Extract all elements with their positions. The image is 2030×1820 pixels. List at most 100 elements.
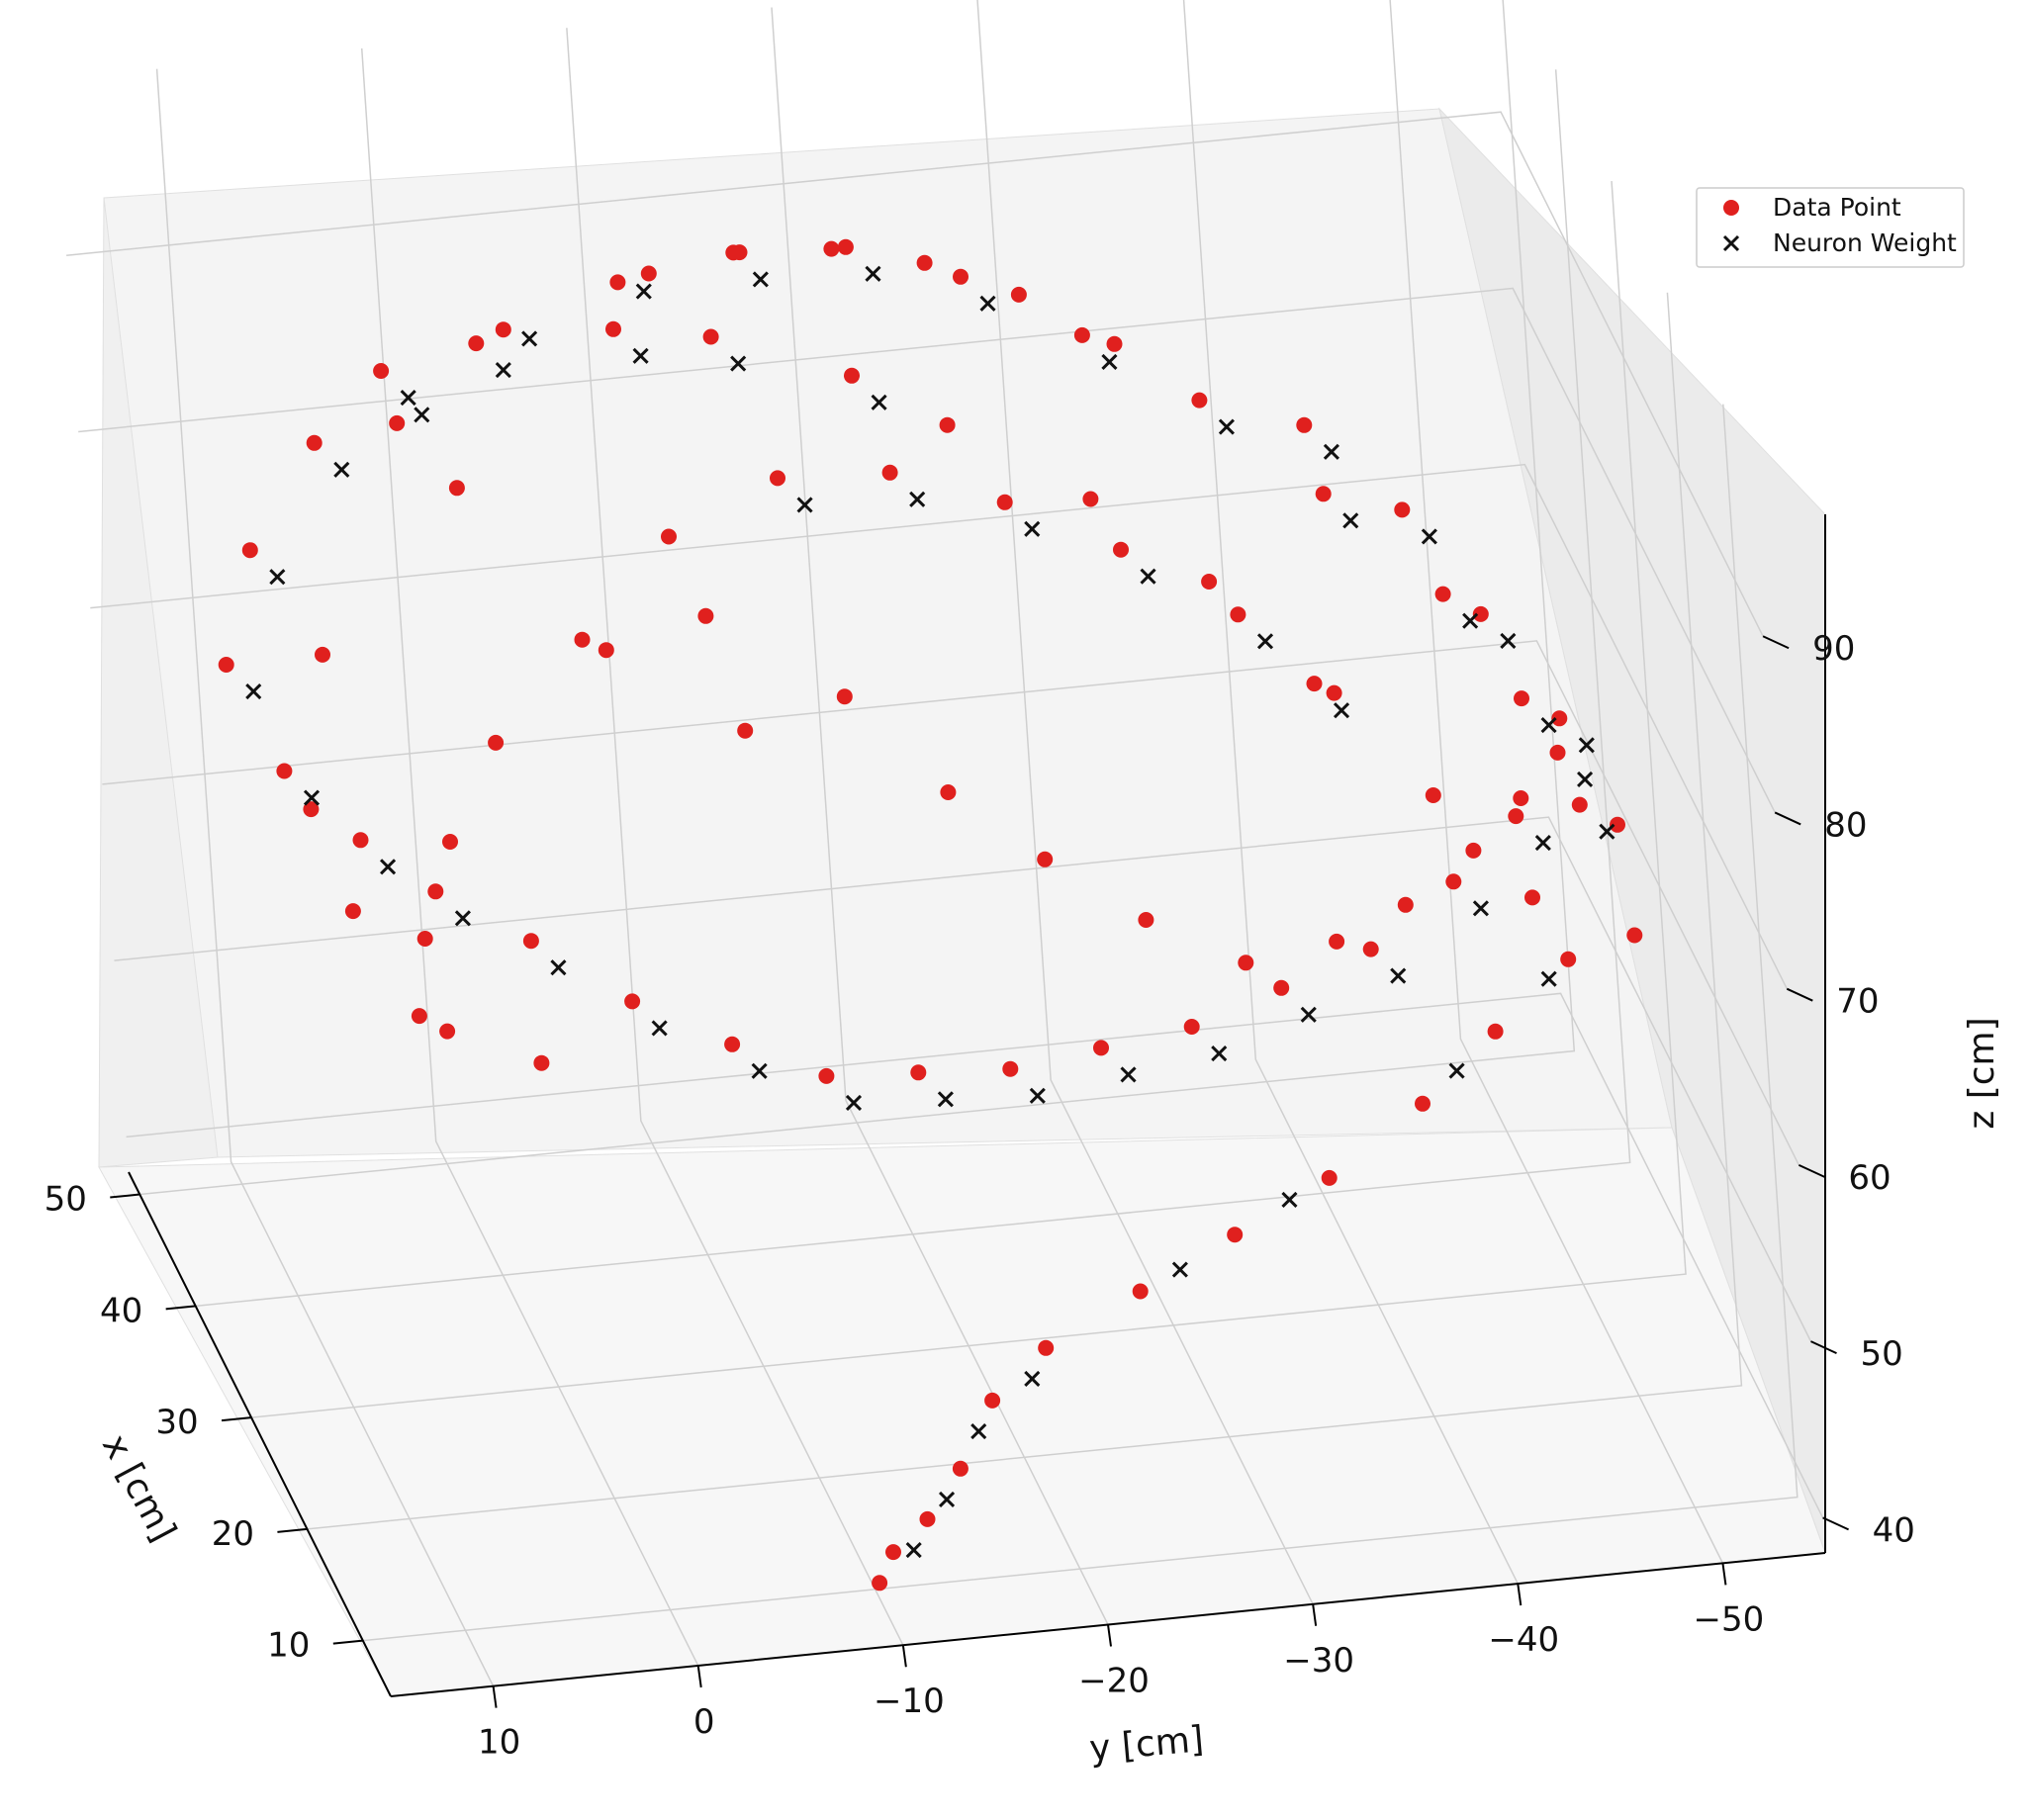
neuron-weight-point <box>379 859 397 875</box>
neuron-weight-point <box>937 1091 954 1108</box>
neuron-weight-point <box>1300 1006 1317 1023</box>
data-point <box>468 335 485 352</box>
y-tick-mark <box>1721 1563 1727 1586</box>
data-point <box>1524 889 1540 906</box>
data-point <box>1415 1095 1430 1112</box>
grid-line-y <box>976 0 1314 1605</box>
data-point <box>1397 896 1414 913</box>
data-point <box>1227 1227 1244 1243</box>
y-tick-label: −20 <box>1078 1662 1150 1701</box>
neuron-weight-point <box>1256 633 1274 650</box>
neuron-weight-point <box>1024 520 1041 537</box>
grid-line-y <box>566 28 904 1646</box>
neuron-weight-point <box>1472 900 1489 917</box>
neuron-weight-point <box>1029 1087 1046 1104</box>
data-point <box>1487 1023 1504 1040</box>
neuron-weight-point <box>730 355 747 372</box>
data-point <box>1273 979 1290 996</box>
data-point <box>919 1510 936 1527</box>
neuron-weight-point <box>909 491 926 507</box>
neuron-weight-point <box>495 362 511 379</box>
neuron-weight-point <box>632 347 649 364</box>
z-tick-label: 50 <box>1860 1334 1902 1374</box>
x-axis-line <box>128 1171 392 1697</box>
data-point <box>1513 790 1529 806</box>
data-point <box>1238 955 1254 971</box>
data-point <box>724 1036 741 1052</box>
data-point <box>605 320 621 337</box>
data-point <box>218 657 234 673</box>
data-point <box>1465 842 1482 859</box>
data-point <box>411 1008 427 1025</box>
data-point <box>836 688 853 705</box>
data-point <box>448 480 465 497</box>
neuron-weight-point <box>751 1062 768 1079</box>
z-tick-mark <box>1810 1340 1837 1355</box>
z-tick-mark <box>1798 1163 1825 1178</box>
neuron-weight-point <box>1281 1191 1298 1208</box>
data-point <box>439 1023 456 1040</box>
data-point <box>737 722 754 739</box>
data-point <box>416 931 433 947</box>
legend-data-point-marker <box>1723 200 1739 216</box>
neuron-weight-point <box>651 1020 668 1037</box>
y-tick-mark <box>1517 1583 1522 1606</box>
data-point <box>1434 586 1451 602</box>
neuron-weight-point <box>871 394 887 410</box>
neuron-weight-point <box>1534 835 1551 852</box>
neuron-weight-point <box>1024 1370 1041 1388</box>
data-point <box>315 646 330 663</box>
neuron-weight-point <box>1421 528 1437 545</box>
data-point <box>624 993 641 1010</box>
x-tick-label: 20 <box>212 1514 254 1554</box>
legend-neuron-weight-marker <box>1722 234 1740 252</box>
grid-line-x <box>250 181 1687 1418</box>
neuron-weight-point <box>400 389 416 407</box>
y-axis-label: y [cm] <box>1088 1719 1206 1770</box>
neuron-weight-point <box>1577 771 1594 787</box>
grid-line-y <box>1389 0 1724 1564</box>
neuron-weight-point <box>1390 967 1407 984</box>
z-tick-label: 60 <box>1848 1158 1891 1198</box>
neuron-weight-point <box>1211 1045 1228 1062</box>
z-axis-label: z [cm] <box>1962 1017 2002 1129</box>
z-tick-label: 80 <box>1824 805 1867 845</box>
neuron-weight-point <box>938 1491 956 1508</box>
data-point <box>910 1064 927 1081</box>
data-point <box>1201 574 1218 590</box>
data-point <box>640 265 657 282</box>
neuron-weight-point <box>979 295 996 312</box>
z-tick-label: 40 <box>1873 1510 1915 1550</box>
grid-line-x <box>362 404 1799 1642</box>
legend-neuron-weight-label: Neuron Weight <box>1773 228 1957 257</box>
data-point <box>1230 606 1246 623</box>
neuron-weight-point <box>1120 1066 1137 1083</box>
data-point <box>306 434 323 451</box>
data-point <box>1183 1019 1200 1035</box>
neuron-weight-point <box>303 789 321 806</box>
data-point <box>818 1067 835 1084</box>
data-point <box>1472 605 1489 622</box>
data-point <box>1315 486 1332 502</box>
data-point <box>389 414 406 431</box>
data-point <box>427 883 444 900</box>
data-point <box>1329 933 1345 950</box>
z-tick-label: 90 <box>1812 629 1855 669</box>
data-point <box>1306 676 1323 692</box>
data-point <box>1394 501 1411 518</box>
data-point <box>352 832 369 849</box>
data-point <box>697 607 714 624</box>
data-point <box>1113 541 1129 558</box>
grid-line-z <box>78 287 1776 813</box>
data-point <box>1610 816 1625 833</box>
neuron-weight-point <box>521 330 538 347</box>
x-tick-mark <box>221 1416 252 1422</box>
data-point <box>1082 491 1099 507</box>
data-point <box>1093 1040 1109 1056</box>
neuron-weight-point <box>414 407 430 423</box>
z-tick-mark <box>1822 1516 1849 1531</box>
data-point <box>1132 1283 1149 1300</box>
data-point <box>953 268 969 285</box>
grid-line-z <box>66 111 1764 637</box>
